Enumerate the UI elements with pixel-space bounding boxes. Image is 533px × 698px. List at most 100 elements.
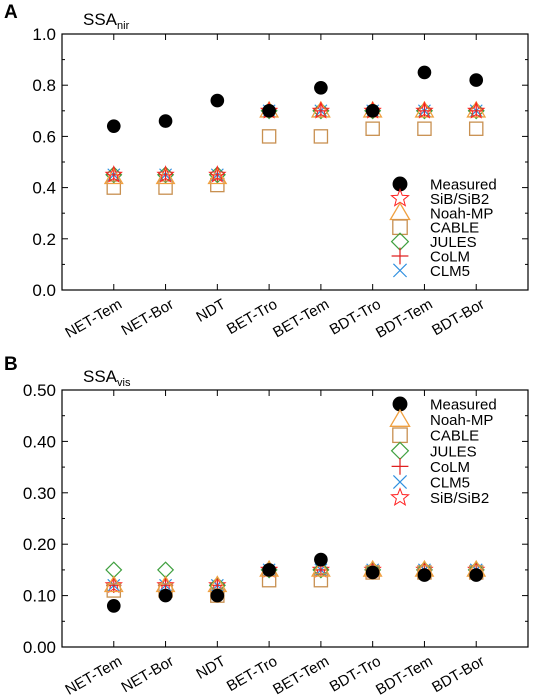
panel-a-point-sib-sib2-bdt-tem [415,101,434,119]
panel-a: A SSAnir 0.0 0.2 0.4 0.6 0.8 1.0 NET-TemNET-Bo… [4,2,529,342]
panel-b-point-measured-bet-tem [314,552,328,567]
panel-a-legend-marker-jules [390,232,410,251]
panel-b-point-measured-net-tem [106,599,121,613]
panel-a-point-cable-net-tem [106,180,122,195]
panel-b-ytick-label: 0.40 [23,432,56,451]
panel-a-ytick-label: 0.0 [32,281,56,300]
panel-b-legend-marker-clm5 [392,474,408,490]
panel-b-point-measured-net-bor [158,588,173,603]
panel-b-title-base: SSA [83,367,118,386]
panel-a-point-sib-sib2-ndt [208,165,227,183]
panel-a-point-sib-sib2-bdt-bor [467,101,486,119]
panel-a-ytick-label: 1.0 [32,25,56,44]
panel-a-point-sib-sib2-net-tem [104,165,123,183]
panel-a-xtick-label-bdt-bor: BDT-Bor [429,296,487,339]
panel-a-legend: MeasuredSiB/SiB2Noah-MPCABLEJULESCoLMCLM… [389,176,497,280]
panel-b-legend-label-noah-mp: Noah-MP [430,412,493,429]
panel-a-point-measured-net-bor [158,114,173,128]
panel-b-point-cable-net-tem [106,583,122,598]
panel-b-point-cable-bet-tem [313,572,329,588]
panel-a-title: SSAnir [83,10,130,32]
panel-a-legend-marker-colm [391,247,409,265]
panel-b-point-noah-mp-net-tem [103,575,124,593]
panel-b-point-measured-bet-tro [262,563,276,577]
panel-b-ytick-label: 0.00 [23,638,56,657]
panel-b-points [103,552,487,613]
panel-b-xtick-label-bet-tem: BET-Tem [270,653,332,698]
panel-b-ytick-label: 0.30 [23,484,56,503]
panel-b-label: B [4,354,18,375]
panel-b-legend-label-clm5: CLM5 [430,475,470,492]
panel-b-legend-marker-noah-mp [389,408,411,427]
panel-a-point-cable-bet-tem [313,129,329,144]
panel-b-ytick-label: 0.10 [23,587,56,606]
panel-a-legend-marker-measured [392,176,408,192]
panel-a-xtick-label-bet-tem: BET-Tem [270,296,332,342]
panel-a-title-base: SSA [83,10,118,29]
panel-b-point-noah-mp-bet-tem [310,559,331,577]
panel-b-xtick-label-bet-tro: BET-Tro [224,653,280,695]
panel-b-ytick-label: 0.20 [23,535,56,554]
panel-b-legend-marker-measured [392,396,408,412]
panel-b-point-measured-bdt-tro [365,565,380,580]
panel-b-point-measured-bdt-tem [417,568,432,582]
panel-a-xtick-label-net-bor: NET-Bor [118,296,176,339]
panel-b-xtick-label-bdt-tem: BDT-Tem [373,653,436,698]
panel-a-point-measured-ndt [210,93,225,108]
panel-b-ytick-label: 0.50 [23,381,56,400]
panel-a-point-cable-net-bor [158,180,173,195]
panel-b-legend-marker-jules [390,441,410,461]
panel-a-point-cable-bdt-tem [417,121,432,136]
panel-a-point-noah-mp-net-bor [155,167,176,185]
panel-a-legend-label-measured: Measured [430,177,497,194]
panel-a-ytick-label: 0.2 [32,230,56,249]
panel-b-legend-marker-colm [391,458,409,475]
panel-a-point-measured-net-tem [106,119,121,133]
panel-b: B SSAvis 0.00 0.10 0.20 0.30 0.40 0.50 NET-Tem… [4,354,529,698]
panel-b-xtick-label-net-bor: NET-Bor [118,653,176,696]
panel-b-point-measured-bdt-bor [469,568,484,582]
panel-a-point-measured-bdt-bor [469,73,484,87]
panel-a-legend-label-clm5: CLM5 [430,263,470,280]
panel-a-point-sib-sib2-bet-tem [311,101,331,119]
panel-a-legend-label-colm: CoLM [430,249,470,266]
panel-a-xtick-label-bet-tro: BET-Tro [224,296,280,338]
panel-b-xtick-label-ndt: NDT [193,653,228,683]
panel-a-points [103,65,487,195]
panel-a-point-cable-bdt-bor [468,121,484,136]
panel-a-title-sub: nir [117,20,130,32]
panel-a-point-noah-mp-bet-tem [310,100,331,118]
panel-a-point-cable-bet-tro [261,129,277,144]
panel-b-legend-label-colm: CoLM [430,459,470,476]
panel-a-xtick-label-ndt: NDT [193,296,228,326]
panel-b-legend-label-jules: JULES [430,443,477,460]
panel-a-xtick-label-bdt-tem: BDT-Tem [373,296,436,342]
panel-a-legend-label-jules: JULES [430,234,477,251]
panel-a-point-noah-mp-ndt [207,167,228,185]
panel-a-point-measured-bet-tem [314,80,328,95]
panel-b-xtick-label-bdt-bor: BDT-Bor [429,653,487,696]
panel-a-point-noah-mp-net-tem [103,167,124,185]
panel-a-ytick-label: 0.4 [32,179,56,198]
panel-b-legend-label-sib-sib2: SiB/SiB2 [430,490,489,507]
panel-a-ytick-label: 0.6 [32,127,56,146]
panel-a-point-measured-bdt-tem [417,65,432,80]
panel-a-legend-label-cable: CABLE [430,220,479,237]
panel-b-point-jules-bet-tem [312,561,330,579]
panel-a-xtick-label-net-tem: NET-Tem [62,296,125,342]
panel-b-legend-label-cable: CABLE [430,428,479,445]
panel-a-legend-marker-clm5 [392,263,408,278]
panel-a-ytick-label: 0.8 [32,76,56,95]
panel-b-title-sub: vis [117,377,131,389]
panel-b-title: SSAvis [83,367,131,389]
panel-a-legend-label-noah-mp: Noah-MP [430,205,493,222]
panel-b-point-measured-ndt [210,588,225,603]
panel-b-legend-marker-sib-sib2 [390,487,410,507]
panel-a-legend-label-sib-sib2: SiB/SiB2 [430,191,489,208]
panel-a-label: A [4,2,18,23]
panel-a-point-cable-bdt-tro [365,121,380,136]
panel-a-legend-marker-noah-mp [389,201,411,221]
panel-b-legend-label-measured: Measured [430,397,497,414]
panel-a-point-noah-mp-bdt-bor [466,100,487,118]
